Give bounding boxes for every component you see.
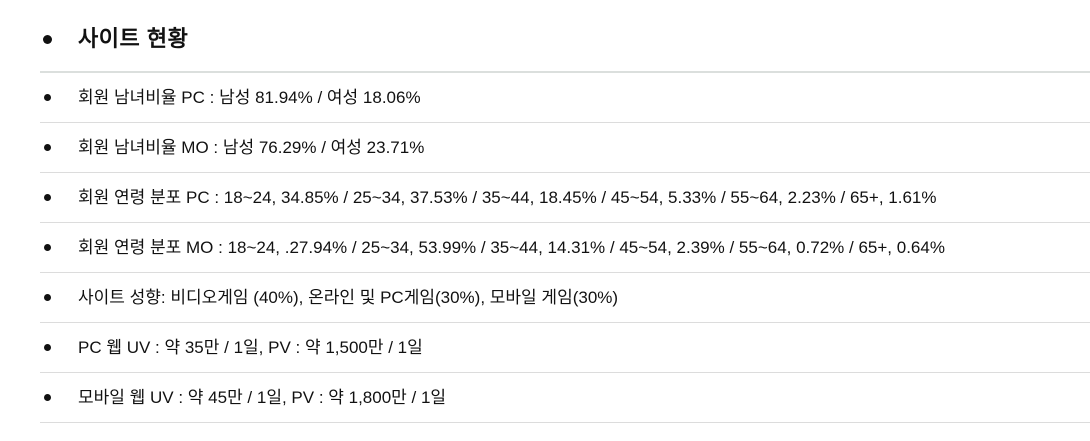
list-item-text: PC 웹 UV : 약 35만 / 1일, PV : 약 1,500만 / 1일 <box>78 337 423 357</box>
bullet-icon <box>44 94 51 102</box>
bullet-icon <box>44 144 51 152</box>
bullet-icon <box>43 34 52 44</box>
site-status-document: 사이트 현황 회원 남녀비율 PC : 남성 81.94% / 여성 18.06… <box>40 0 1090 424</box>
list-item-text: 회원 연령 분포 PC : 18~24, 34.85% / 25~34, 37.… <box>78 187 937 207</box>
list-item-text: 모바일 웹 UV : 약 45만 / 1일, PV : 약 1,800만 / 1… <box>78 387 447 407</box>
bullet-icon <box>44 194 51 202</box>
bullet-icon <box>44 344 51 352</box>
list-item-text: 회원 연령 분포 MO : 18~24, .27.94% / 25~34, 53… <box>78 237 945 257</box>
list-item: PC 웹 UV : 약 35만 / 1일, PV : 약 1,500만 / 1일 <box>40 323 1090 374</box>
list-item: 회원 연령 분포 PC : 18~24, 34.85% / 25~34, 37.… <box>40 173 1090 224</box>
section-heading: 사이트 현황 <box>40 0 1090 74</box>
bullet-icon <box>44 244 51 252</box>
list-item: 회원 남녀비율 MO : 남성 76.29% / 여성 23.71% <box>40 123 1090 174</box>
bullet-icon <box>44 294 51 302</box>
list-item-text: 회원 남녀비율 MO : 남성 76.29% / 여성 23.71% <box>78 137 425 157</box>
list-item: 모바일 웹 UV : 약 45만 / 1일, PV : 약 1,800만 / 1… <box>40 373 1090 424</box>
list-item: 회원 남녀비율 PC : 남성 81.94% / 여성 18.06% <box>40 73 1090 124</box>
list-item: 사이트 성향: 비디오게임 (40%), 온라인 및 PC게임(30%), 모바… <box>40 273 1090 324</box>
bullet-icon <box>44 394 51 402</box>
list-item: 회원 연령 분포 MO : 18~24, .27.94% / 25~34, 53… <box>40 223 1090 274</box>
page-title: 사이트 현황 <box>78 26 189 51</box>
list-item-text: 사이트 성향: 비디오게임 (40%), 온라인 및 PC게임(30%), 모바… <box>78 287 619 307</box>
list-item-text: 회원 남녀비율 PC : 남성 81.94% / 여성 18.06% <box>78 87 421 107</box>
